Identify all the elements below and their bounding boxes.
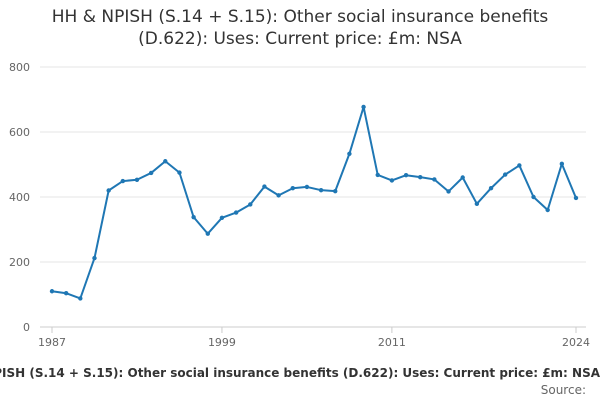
data-point-2011[interactable] — [389, 178, 395, 183]
data-point-1990[interactable] — [92, 255, 97, 261]
data-point-2023[interactable] — [559, 161, 565, 167]
data-point-2012[interactable] — [403, 173, 409, 178]
series-group — [49, 104, 579, 301]
data-point-2007[interactable] — [333, 188, 338, 194]
data-point-1987[interactable] — [49, 289, 55, 294]
chart-title-line-2: (D.622): Uses: Current price: £m: NSA — [138, 29, 462, 49]
data-point-2005[interactable] — [304, 184, 310, 190]
data-point-1993[interactable] — [134, 177, 140, 182]
y-tick-label-400: 400 — [9, 191, 30, 204]
data-point-2000[interactable] — [233, 210, 239, 215]
y-tick-label-200: 200 — [9, 256, 30, 269]
data-point-2019[interactable] — [502, 172, 508, 177]
data-point-2002[interactable] — [262, 184, 267, 189]
x-tick-label-2024: 2024 — [562, 336, 590, 349]
legend: HH & NPISH (S.14 + S.15): Other social i… — [0, 366, 600, 382]
data-point-2018[interactable] — [488, 186, 494, 191]
data-point-2010[interactable] — [375, 172, 380, 178]
data-point-1992[interactable] — [120, 178, 126, 184]
data-point-2016[interactable] — [460, 175, 465, 180]
data-point-1989[interactable] — [78, 296, 83, 301]
data-point-2015[interactable] — [446, 189, 451, 194]
data-point-1997[interactable] — [191, 214, 196, 220]
data-point-2022[interactable] — [545, 207, 550, 213]
data-point-2017[interactable] — [474, 201, 480, 207]
legend-label: HH & NPISH (S.14 + S.15): Other social i… — [0, 366, 600, 380]
data-point-1998[interactable] — [205, 231, 210, 236]
series-line — [51, 105, 577, 300]
data-point-2020[interactable] — [517, 163, 522, 168]
data-point-2024[interactable] — [573, 195, 579, 201]
y-tick-label-800: 800 — [9, 61, 30, 74]
data-point-2003[interactable] — [276, 193, 281, 198]
chart-title-line-1: HH & NPISH (S.14 + S.15): Other social i… — [51, 7, 549, 27]
data-point-1991[interactable] — [106, 188, 111, 193]
x-tick-label-2011: 2011 — [378, 336, 406, 349]
y-tick-label-600: 600 — [9, 126, 30, 139]
data-point-1988[interactable] — [63, 291, 69, 296]
data-point-1994[interactable] — [148, 170, 154, 176]
y-axis-tick-labels: 0 200 400 600 800 — [9, 61, 30, 334]
x-tick-label-1999: 1999 — [208, 336, 236, 349]
data-point-1999[interactable] — [219, 215, 225, 220]
data-point-2013[interactable] — [418, 174, 423, 180]
data-point-2004[interactable] — [290, 186, 295, 191]
data-point-2014[interactable] — [432, 177, 437, 182]
data-point-1995[interactable] — [163, 159, 168, 164]
chart-title: HH & NPISH (S.14 + S.15): Other social i… — [0, 6, 600, 50]
data-point-2001[interactable] — [248, 202, 253, 207]
y-tick-label-0: 0 — [23, 321, 30, 334]
x-axis-tick-labels: 1987 1999 2011 2024 — [38, 327, 590, 349]
data-point-1996[interactable] — [177, 170, 182, 175]
x-tick-label-1987: 1987 — [38, 336, 66, 349]
data-point-2021[interactable] — [531, 194, 536, 200]
data-point-2009[interactable] — [361, 104, 366, 110]
data-point-2008[interactable] — [347, 151, 352, 156]
data-point-2006[interactable] — [318, 187, 324, 193]
source-label: Source: — [540, 383, 586, 397]
gridlines — [40, 66, 586, 263]
